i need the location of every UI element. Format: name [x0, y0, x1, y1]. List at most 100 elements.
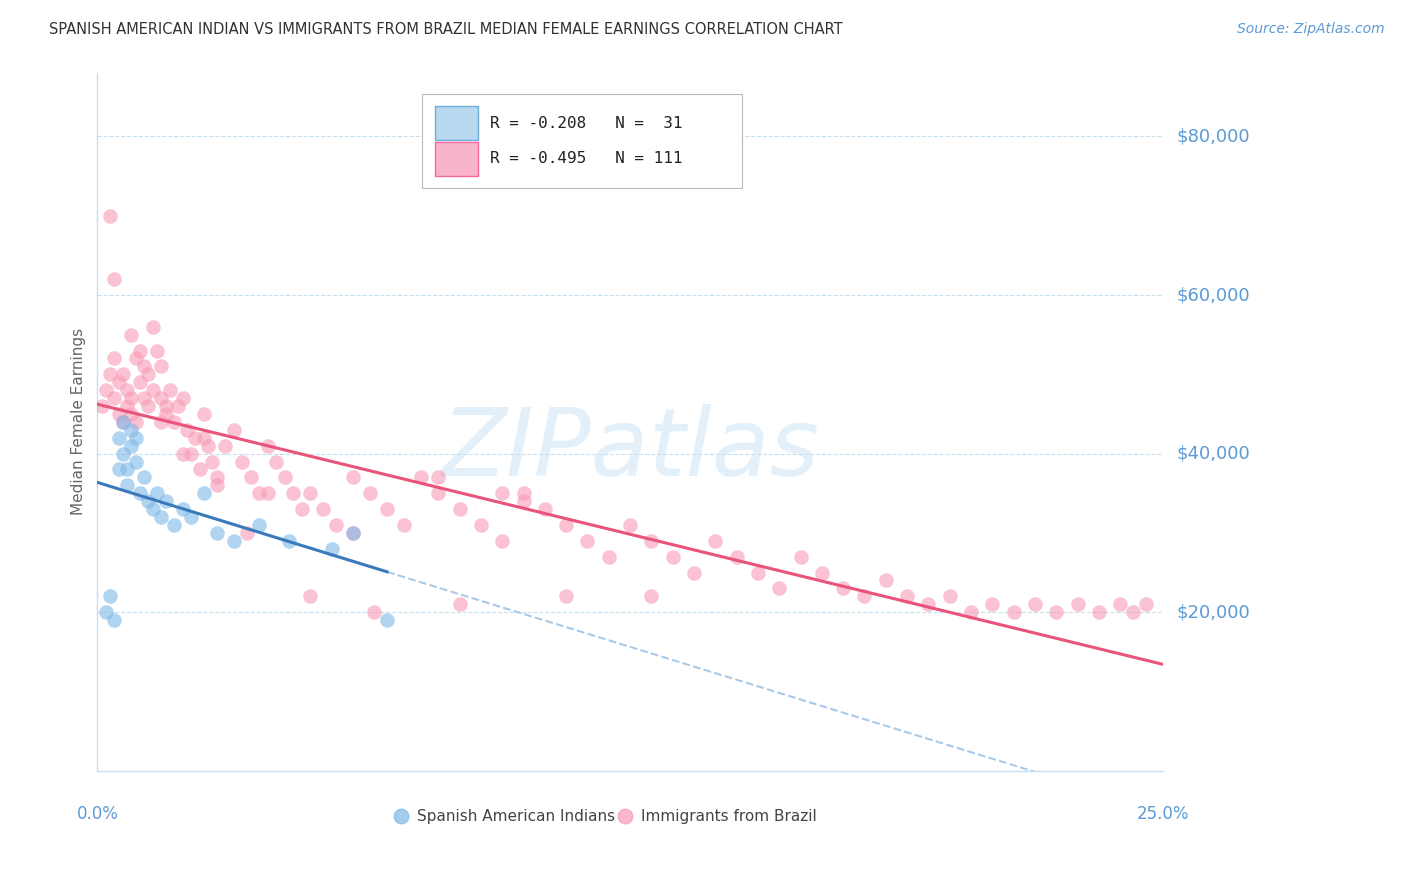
Text: Immigrants from Brazil: Immigrants from Brazil [641, 809, 817, 823]
Point [155, 407, 177, 421]
Point [247, 486, 270, 500]
Bar [434, 142, 478, 176]
Point [274, 470, 297, 484]
Point [205, 478, 228, 492]
Point [129, 486, 152, 500]
Point [115, 478, 138, 492]
Point [704, 533, 727, 548]
Point [491, 486, 513, 500]
Point [107, 376, 129, 390]
Point [142, 319, 165, 334]
Point [427, 486, 450, 500]
Point [512, 494, 534, 508]
Point [120, 439, 142, 453]
Point [981, 597, 1004, 611]
Text: Source: ZipAtlas.com: Source: ZipAtlas.com [1237, 22, 1385, 37]
Point [184, 431, 207, 445]
Point [533, 502, 555, 516]
Point [103, 272, 125, 286]
Point [150, 391, 173, 405]
Point [150, 510, 173, 524]
Point [155, 494, 177, 508]
Text: 25.0%: 25.0% [1136, 805, 1189, 823]
Point [90, 399, 112, 413]
Point [193, 407, 215, 421]
Bar [434, 106, 478, 140]
Point [1024, 597, 1046, 611]
Point [150, 359, 173, 374]
Point [247, 518, 270, 533]
Point [427, 470, 450, 484]
Point [129, 343, 152, 358]
Point [163, 518, 186, 533]
Point [449, 597, 471, 611]
Point [598, 549, 620, 564]
Point [125, 454, 148, 468]
Point [134, 391, 156, 405]
Point [938, 590, 960, 604]
Point [111, 368, 134, 382]
Point [375, 613, 398, 627]
Point [960, 605, 983, 619]
Point [167, 399, 190, 413]
Point [555, 518, 578, 533]
Point [256, 439, 278, 453]
Point [321, 541, 343, 556]
Point [205, 525, 228, 540]
Point [299, 486, 322, 500]
Point [103, 391, 125, 405]
Point [138, 368, 160, 382]
Point [283, 486, 305, 500]
Point [115, 383, 138, 397]
Point [172, 391, 194, 405]
Point [832, 582, 855, 596]
Point [278, 533, 301, 548]
Point [134, 359, 156, 374]
Point [768, 582, 790, 596]
Point [134, 470, 156, 484]
Point [342, 470, 364, 484]
Point [107, 431, 129, 445]
Point [342, 525, 364, 540]
Point [392, 518, 415, 533]
Point [180, 510, 202, 524]
Point [789, 549, 811, 564]
Point [1109, 597, 1132, 611]
Point [214, 439, 236, 453]
Point [1088, 605, 1111, 619]
Point [256, 486, 278, 500]
Point [193, 486, 215, 500]
Point [98, 590, 121, 604]
Point [115, 462, 138, 476]
Text: 0.0%: 0.0% [76, 805, 118, 823]
Point [222, 423, 245, 437]
Point [1002, 605, 1025, 619]
Point [222, 533, 245, 548]
Point [231, 454, 253, 468]
Point [120, 391, 142, 405]
Point [120, 407, 142, 421]
Text: SPANISH AMERICAN INDIAN VS IMMIGRANTS FROM BRAZIL MEDIAN FEMALE EARNINGS CORRELA: SPANISH AMERICAN INDIAN VS IMMIGRANTS FR… [49, 22, 842, 37]
Point [555, 590, 578, 604]
Point [103, 351, 125, 366]
Point [201, 454, 224, 468]
Text: $80,000: $80,000 [1177, 128, 1250, 145]
Point [197, 439, 219, 453]
Point [94, 605, 117, 619]
Point [375, 502, 398, 516]
Point [325, 518, 347, 533]
Point [411, 470, 433, 484]
Point [470, 518, 492, 533]
Point [129, 376, 152, 390]
Point [138, 399, 160, 413]
Point [107, 462, 129, 476]
Point [120, 327, 142, 342]
Point [291, 502, 314, 516]
Point [312, 502, 335, 516]
Point [125, 431, 148, 445]
Point [107, 407, 129, 421]
Point [142, 502, 165, 516]
Point [266, 454, 288, 468]
Point [188, 462, 211, 476]
Text: R = -0.495   N = 111: R = -0.495 N = 111 [491, 152, 683, 166]
